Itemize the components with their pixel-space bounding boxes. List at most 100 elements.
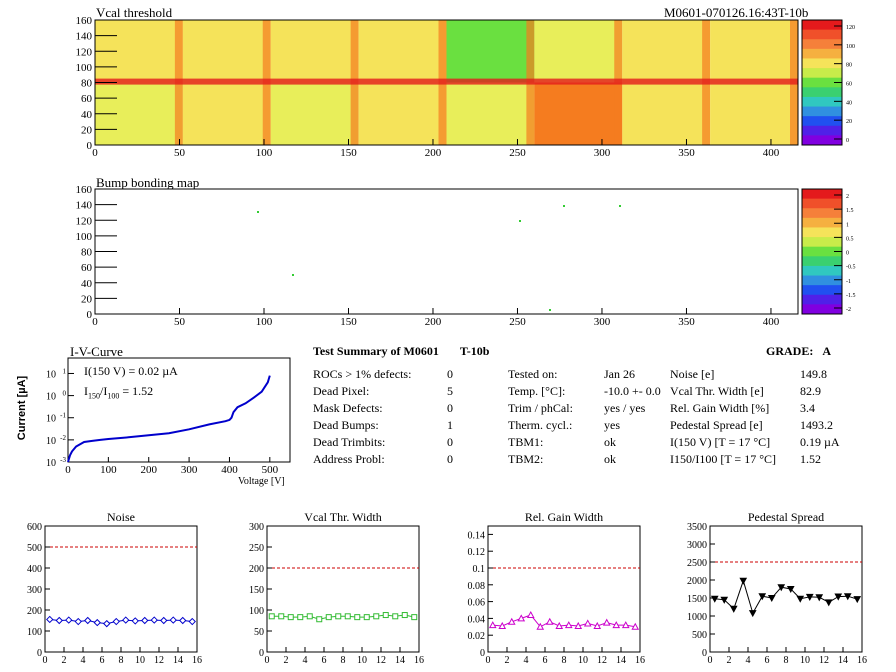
data-point [777,584,786,592]
data-point [729,605,738,613]
x-tick-label: 8 [341,655,346,666]
roc-chart-frame [487,525,641,653]
y-tick-label: 0.02 [468,631,486,642]
data-point [498,621,507,629]
y-tick-label: 20 [81,293,93,305]
y-tick-label: 0 [259,648,264,659]
x-tick-label: 6 [765,655,770,666]
x-tick-label: 2 [505,655,510,666]
data-point [150,616,158,624]
x-tick-label: 16 [192,655,202,666]
palette-band [802,116,842,127]
roc-tile [622,20,711,83]
dead-bump-marker [257,211,259,213]
data-point [325,614,332,621]
x-tick-label: 14 [616,655,626,666]
palette-band [802,39,842,50]
summary-value: 0 [447,367,453,381]
palette-band [802,198,842,209]
data-point [112,617,120,626]
series-line [49,619,193,625]
x-tick-label: 150 [340,316,357,328]
data-point [602,618,611,626]
data-point [583,619,592,627]
x-tick-label: 200 [425,147,442,159]
roc-tile [358,82,447,145]
data-point [131,617,139,625]
x-tick-label: 4 [303,655,308,666]
palette-tick-label: 20 [846,119,852,125]
palette-band [802,87,842,98]
data-point [545,617,554,625]
summary-label: Trim / phCal: [508,401,573,415]
y-tick-label: 500 [27,543,42,554]
y-tick-label: 3500 [687,522,707,533]
summary-value: 149.8 [800,367,827,381]
data-point [401,612,408,619]
x-tick-label: 350 [678,147,695,159]
palette-band [802,227,842,238]
data-point [621,621,630,629]
iv-y-tick-label: 10 [46,436,56,447]
iv-annotation-i150: I(150 V) = 0.02 µA [84,364,178,378]
y-tick-label: 3000 [687,540,707,551]
data-point [268,613,275,620]
iv-x-tick-label: 400 [221,464,238,476]
data-point [335,613,342,620]
palette-tick-label: 0 [846,138,849,144]
palette-tick-label: 100 [846,44,855,50]
palette-band [802,294,842,305]
y-tick-label: 0.14 [468,530,486,541]
palette-tick-label: 120 [846,25,855,31]
x-tick-label: 250 [509,316,526,328]
palette-tick-label: 60 [846,82,852,88]
palette-tick-label: 1 [846,222,849,228]
x-tick-label: 16 [414,655,424,666]
x-tick-label: 250 [509,147,526,159]
data-point [354,614,361,621]
palette-band [802,125,842,136]
y-tick-label: 1000 [687,612,707,623]
data-point [593,621,602,629]
palette-tick-label: 80 [846,63,852,69]
data-point [74,617,82,626]
data-point [758,593,767,601]
data-point [767,595,776,603]
x-tick-label: 12 [597,655,607,666]
data-point [316,616,323,623]
roc-tile [710,82,798,145]
y-tick-label: 160 [76,15,93,27]
y-tick-label: 0.12 [468,547,486,558]
ratio-sub-100: 100 [107,391,120,401]
palette-band [802,29,842,40]
series-line [271,614,415,620]
data-point [55,616,63,625]
iv-y-tick-label: 10 [46,458,56,469]
y-tick-label: 100 [249,606,264,617]
x-tick-label: 10 [578,655,588,666]
x-tick-label: 16 [857,655,867,666]
y-tick-label: 0.06 [468,598,486,609]
iv-x-tick-label: 200 [140,464,157,476]
summary-value: 1493.2 [800,418,833,432]
palette-band [802,265,842,277]
y-tick-label: 0.04 [468,614,486,625]
data-point [46,615,54,624]
data-point [363,614,370,621]
data-point [411,614,418,621]
summary-label: Pedestal Spread [e] [670,418,763,432]
palette-band [802,285,842,296]
data-point [564,621,573,629]
grade: GRADE: A [766,344,831,359]
palette-band [802,106,842,117]
data-point [720,596,729,604]
data-point [65,616,73,624]
y-tick-label: 0 [37,648,42,659]
summary-value: 0 [447,435,453,449]
y-tick-label: 300 [27,585,42,596]
palette-tick-label: 40 [846,100,852,106]
y-tick-label: 40 [81,278,93,290]
data-point [748,610,757,618]
data-point [853,596,862,604]
